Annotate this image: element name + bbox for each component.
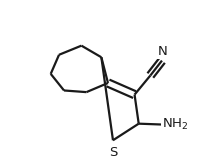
Text: S: S [110,146,118,159]
Text: N: N [158,45,168,58]
Text: NH$_2$: NH$_2$ [162,117,188,132]
